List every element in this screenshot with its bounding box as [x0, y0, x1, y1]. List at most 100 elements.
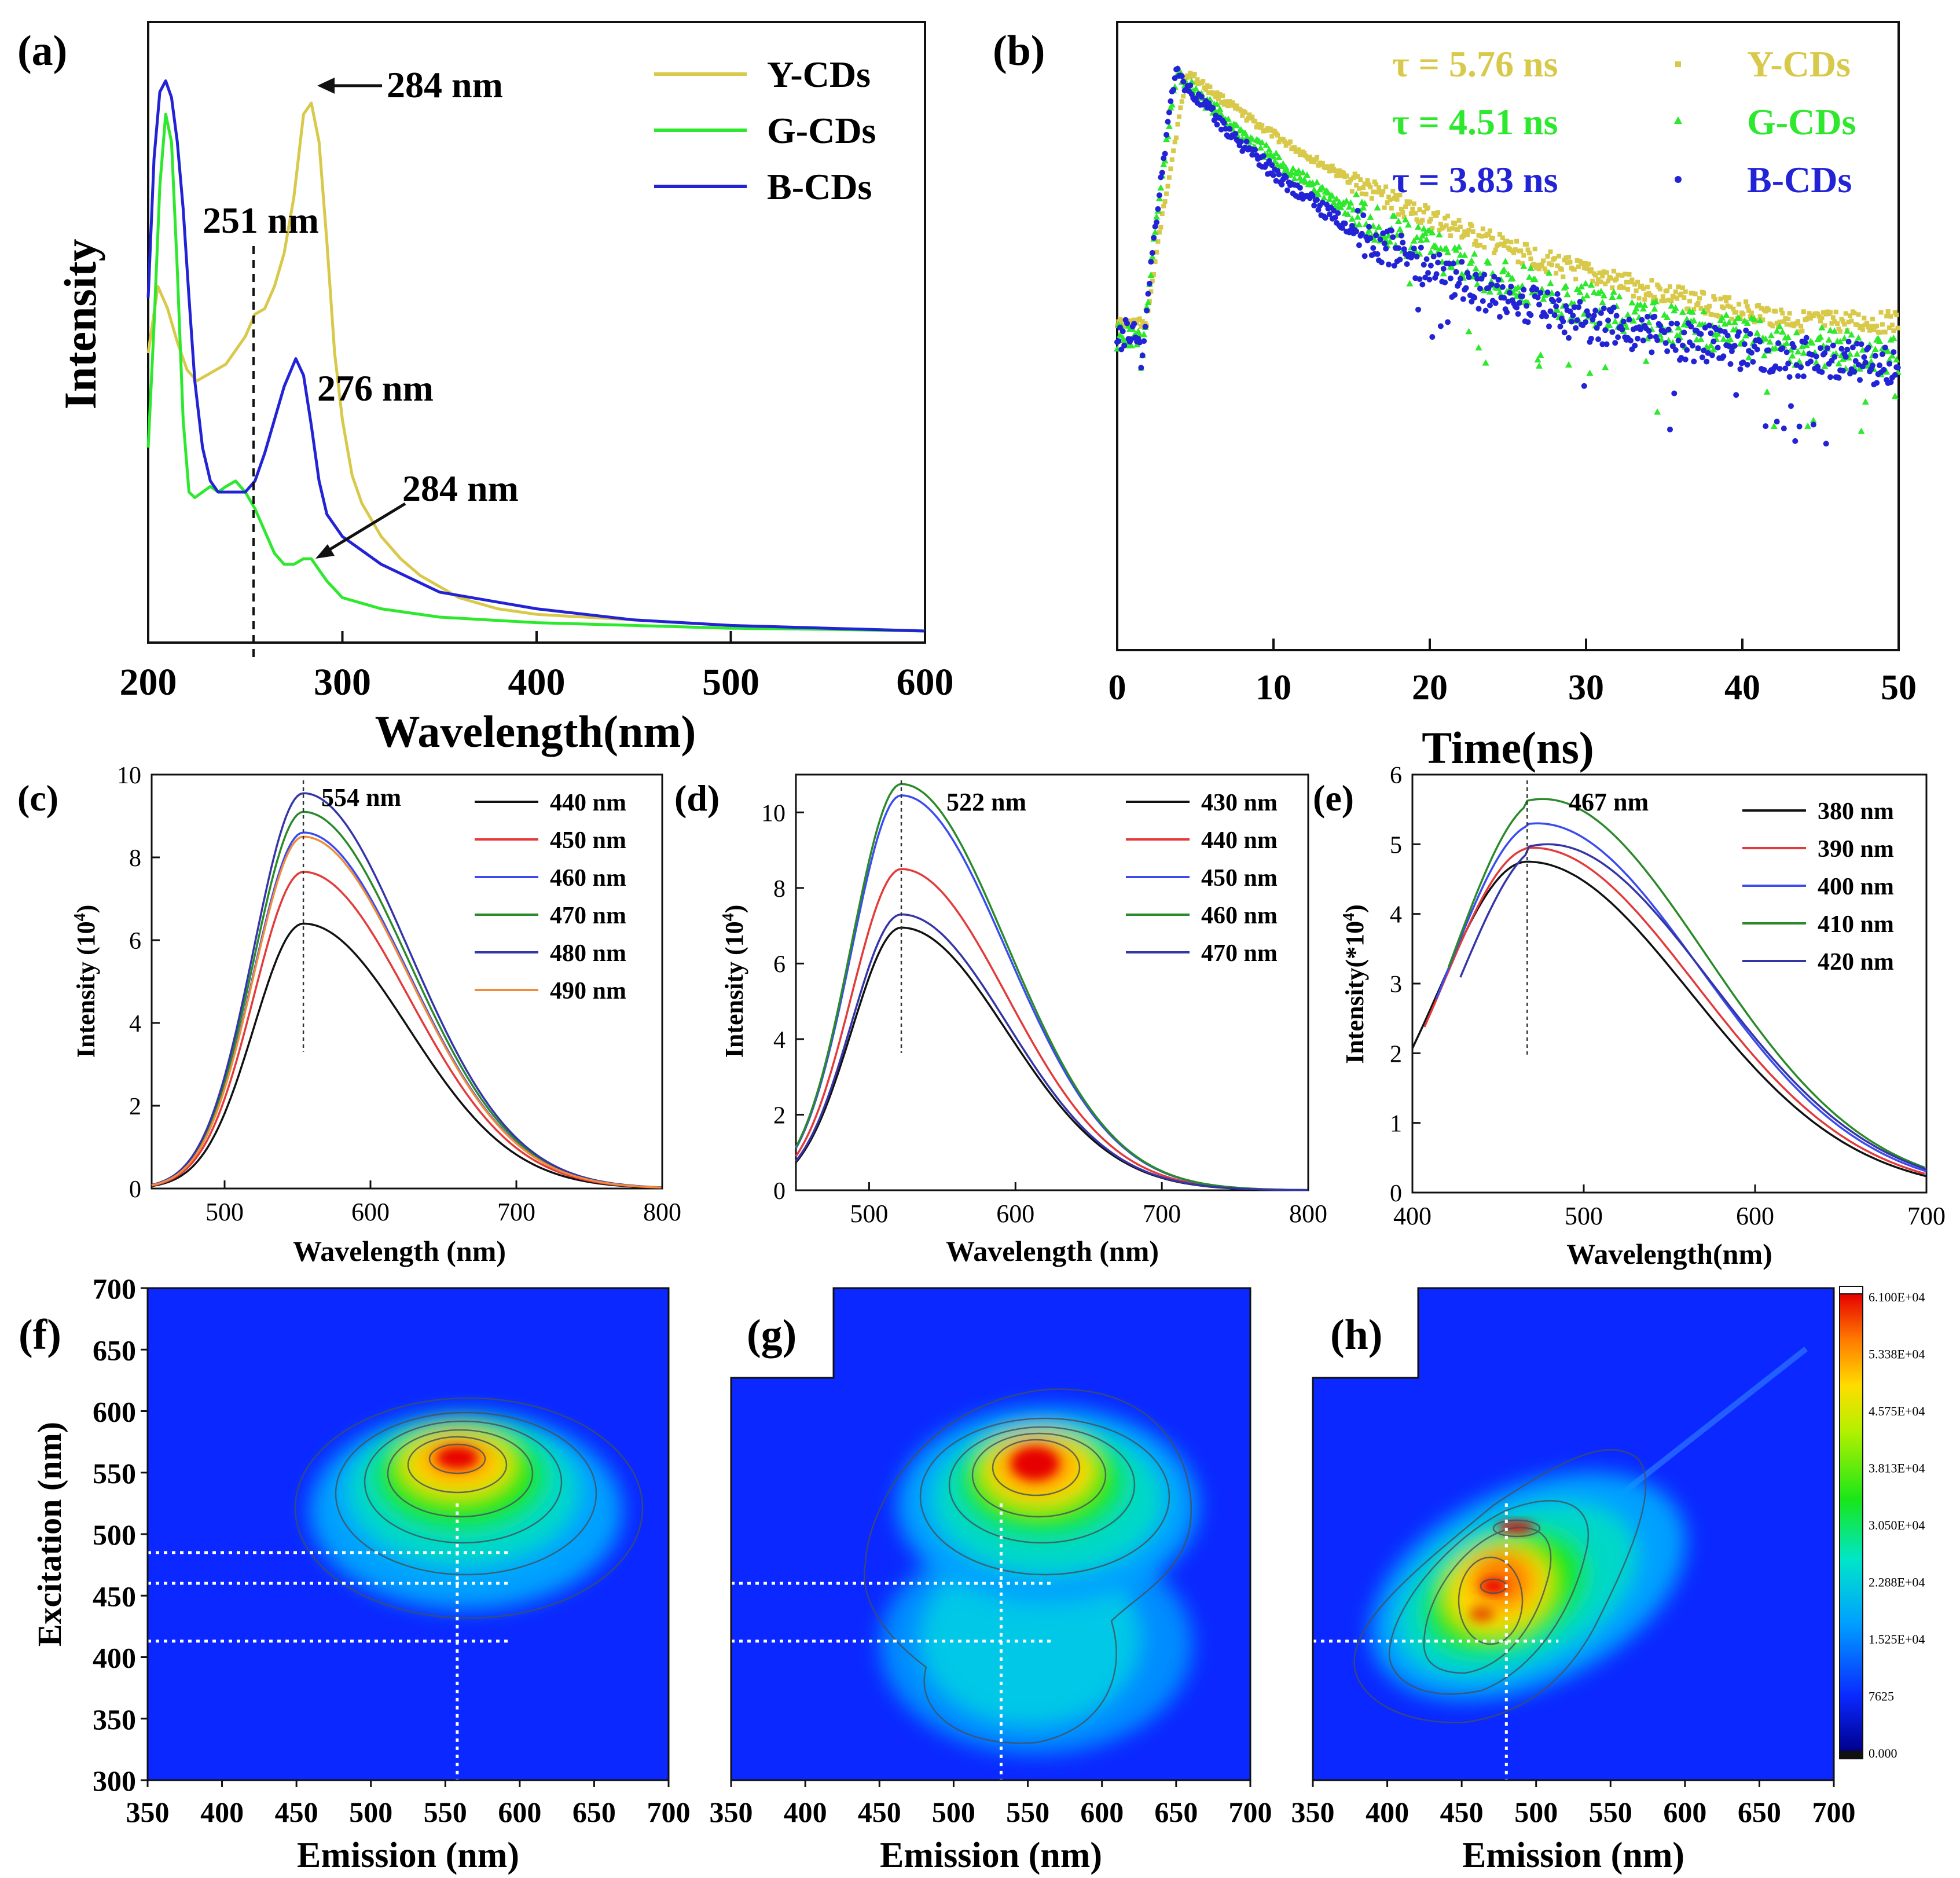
data-point [1554, 270, 1559, 276]
data-point [1888, 379, 1894, 386]
data-point [1690, 317, 1698, 324]
annotations: 284 nm 251 nm 276 nm 284 nm [203, 64, 519, 559]
data-point [1348, 215, 1356, 222]
series-line-450nm [151, 871, 663, 1189]
x-axis-label: Emission (nm) [1462, 1836, 1684, 1875]
data-point [1845, 339, 1852, 345]
data-point [1643, 292, 1649, 297]
y-tick-label: 350 [93, 1703, 136, 1736]
data-point [1178, 105, 1183, 111]
data-point [1604, 270, 1609, 275]
x-tick-label: 500 [1565, 1202, 1603, 1230]
legend: Y-CDs G-CDs B-CDs [654, 54, 876, 207]
data-point [1319, 184, 1326, 190]
data-point [1537, 289, 1544, 296]
legend-marker-y [1675, 61, 1681, 67]
data-point [1635, 335, 1641, 342]
data-point [1619, 327, 1625, 333]
data-point [1803, 342, 1810, 349]
data-point [1421, 210, 1426, 215]
data-point [1891, 349, 1897, 355]
data-point [1466, 228, 1471, 233]
data-point [1485, 259, 1492, 266]
data-point [1785, 361, 1792, 367]
data-point [1426, 205, 1431, 210]
legend-label: 440 nm [1201, 827, 1278, 854]
data-point [1599, 341, 1606, 347]
data-point [1402, 216, 1410, 223]
data-point [1705, 308, 1711, 313]
data-point [1780, 311, 1785, 316]
ticks: 350 400 450 500 550 600 650 700 [1291, 1780, 1856, 1828]
tau-label-b: τ = 3.83 ns [1392, 159, 1558, 200]
data-point [1744, 319, 1751, 326]
data-point [1158, 174, 1164, 181]
data-point [1463, 230, 1469, 235]
data-point [1812, 358, 1820, 365]
data-point [1669, 339, 1676, 346]
data-point [1623, 272, 1628, 277]
peak-label: 554 nm [321, 783, 401, 812]
x-tick-label: 600 [498, 1796, 541, 1828]
annotation-284-green: 284 nm [402, 468, 519, 509]
data-point [1154, 250, 1159, 255]
data-point [1165, 119, 1171, 125]
data-point [1398, 232, 1404, 239]
data-point [1117, 317, 1122, 322]
data-point [1192, 85, 1200, 91]
data-point [1427, 219, 1432, 224]
legend-marker-b [1675, 176, 1682, 183]
data-point [1689, 308, 1696, 315]
data-point [1822, 323, 1827, 328]
data-point [1597, 287, 1605, 294]
data-point [1448, 263, 1456, 270]
data-point [1434, 213, 1439, 218]
data-point [1218, 100, 1224, 105]
data-point [1775, 340, 1782, 346]
legend-label: 450 nm [550, 827, 626, 854]
x-tick-label: 500 [850, 1200, 888, 1228]
data-point [1659, 299, 1664, 304]
data-point [1757, 339, 1763, 345]
data-point [1270, 172, 1276, 178]
data-point [1411, 245, 1417, 252]
data-point [1544, 289, 1551, 296]
guide-lines [148, 1503, 509, 1780]
data-point [1124, 320, 1131, 327]
legend: τ = 5.76 ns Y-CDs τ = 4.51 ns G-CDs τ = … [1392, 43, 1856, 200]
data-point [1891, 393, 1899, 399]
data-point [1669, 298, 1674, 303]
data-point [1359, 191, 1364, 196]
data-point [1496, 242, 1501, 247]
data-point [1647, 292, 1653, 298]
x-axis-label: Emission (nm) [880, 1836, 1102, 1875]
guide-lines [1313, 1503, 1559, 1780]
data-point [1508, 283, 1514, 289]
data-point [1481, 287, 1488, 294]
data-point [1667, 284, 1672, 289]
data-point [1169, 157, 1174, 162]
panel-label: (g) [747, 1311, 797, 1359]
data-point [1563, 291, 1571, 298]
data-point [1720, 353, 1727, 360]
data-point [1418, 220, 1423, 225]
data-point [1333, 195, 1341, 202]
data-point [1573, 285, 1581, 292]
contour [294, 1397, 644, 1619]
data-point [1601, 269, 1606, 274]
data-point [1583, 292, 1591, 299]
data-point [1844, 346, 1851, 353]
data-point [1407, 199, 1412, 204]
data-point [1679, 291, 1684, 296]
data-point [1373, 232, 1379, 239]
data-point [1534, 356, 1541, 363]
data-point [1665, 288, 1670, 294]
data-point [1383, 245, 1389, 252]
data-point [1766, 338, 1774, 345]
colorbar-label: 7625 [1869, 1689, 1894, 1704]
data-point [1788, 403, 1794, 409]
data-point [1827, 374, 1834, 380]
data-point [1818, 324, 1826, 331]
contour [364, 1420, 563, 1544]
y-tick-label: 8 [129, 845, 141, 872]
